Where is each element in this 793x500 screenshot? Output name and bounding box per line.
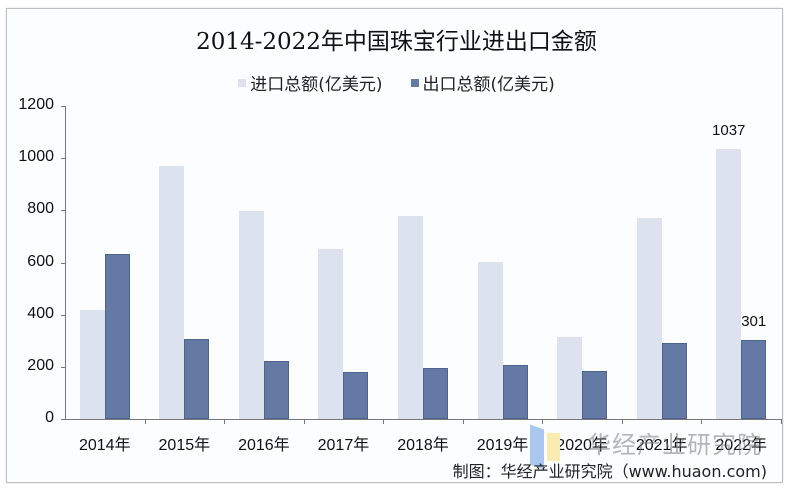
bar-import (159, 165, 185, 419)
x-tick-label: 2021年 (635, 437, 688, 454)
x-tick-label: 2016年 (238, 437, 290, 454)
data-label: 301 (741, 313, 767, 331)
bar-import (557, 336, 583, 419)
legend-item-export: 出口总额(亿美元) (410, 70, 555, 95)
x-tick-label: 2018年 (397, 437, 449, 454)
y-tick (61, 314, 65, 316)
y-tick-label: 1200 (18, 96, 54, 113)
x-axis (65, 419, 781, 420)
x-tick-label: 2017年 (317, 437, 370, 454)
legend-swatch-export (410, 78, 419, 87)
chart-title: 2014-2022年中国珠宝行业进出口金额 (196, 29, 597, 55)
y-tick (61, 419, 65, 420)
bar-import (398, 216, 423, 419)
bar-import (79, 310, 105, 419)
chart-legend: 进口总额(亿美元) 出口总额(亿美元) (0, 70, 793, 95)
bar-export (184, 338, 210, 419)
x-tick-label: 2014年 (78, 437, 131, 454)
y-tick-label: 600 (27, 252, 54, 270)
legend-label-export: 出口总额(亿美元) (422, 75, 555, 95)
bar-export (343, 372, 369, 419)
bar-import (238, 210, 264, 419)
y-tick (61, 366, 65, 368)
x-tick (303, 419, 305, 424)
watermark-text: 华经产业研究院 (587, 431, 762, 459)
bar-import (477, 261, 503, 419)
data-label: 1037 (712, 121, 746, 139)
y-tick (61, 106, 65, 107)
x-tick (621, 419, 623, 424)
x-tick-label: 2019年 (476, 437, 529, 454)
bar-export (263, 361, 289, 419)
legend-label-import: 进口总额(亿美元) (250, 75, 383, 95)
x-tick-label: 2015年 (158, 437, 211, 454)
bar-export (104, 253, 130, 419)
source-caption: 制图：华经产业研究院（www.huaon.com) (452, 462, 767, 481)
bar-import (636, 217, 662, 419)
x-tick (701, 419, 703, 424)
y-tick (61, 210, 65, 212)
legend-item-import: 进口总额(亿美元) (238, 70, 383, 95)
bar-export (423, 367, 448, 419)
bar-export (582, 370, 608, 419)
y-tick-label: 800 (27, 200, 54, 218)
x-tick (224, 419, 226, 424)
y-tick-label: 0 (45, 409, 54, 426)
x-tick (462, 419, 464, 424)
y-tick-label: 1000 (18, 148, 54, 166)
bar-export (502, 365, 528, 419)
y-tick-label: 400 (27, 304, 54, 322)
y-axis (65, 106, 66, 419)
x-tick (383, 419, 385, 424)
y-tick-label: 200 (27, 356, 54, 374)
bar-export (661, 343, 687, 419)
x-tick-label: 2020年 (556, 437, 608, 454)
x-tick-label: 2022年 (715, 437, 768, 454)
y-tick (61, 262, 65, 264)
legend-swatch-import (238, 78, 247, 87)
x-tick (144, 419, 146, 424)
y-tick (61, 158, 65, 160)
bar-import (318, 248, 344, 419)
watermark-logo-accent-icon (547, 433, 560, 461)
x-tick (781, 419, 782, 424)
x-tick (542, 419, 544, 424)
bar-export (741, 340, 767, 419)
bar-import (716, 148, 742, 419)
